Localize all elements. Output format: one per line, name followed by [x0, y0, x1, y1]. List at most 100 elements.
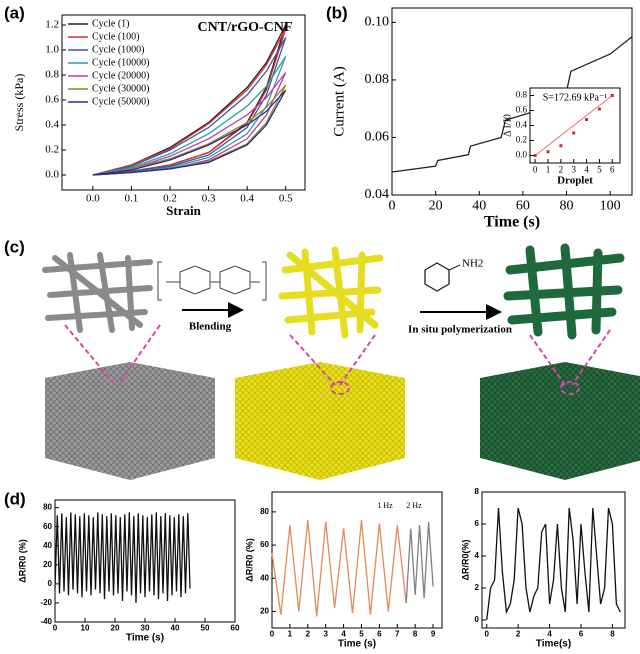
point — [546, 150, 550, 154]
y-tick-label: 0.0 — [45, 169, 59, 181]
y-axis-label: Δ I/I0 — [502, 114, 513, 137]
plot-frame — [529, 87, 621, 164]
x-tick-label: 6 — [579, 630, 584, 639]
x-tick-label: 5 — [359, 630, 364, 639]
y-tick-label: 40 — [260, 573, 269, 582]
legend-label: Cycle (10000) — [92, 57, 150, 68]
x-tick-label: 20 — [111, 624, 120, 633]
x-tick-label: 50 — [201, 624, 210, 633]
y-tick-label: -20 — [40, 598, 52, 607]
point — [610, 94, 614, 97]
series-line — [92, 28, 287, 176]
y-tick-label: 0.4 — [45, 119, 59, 131]
annotation: S=172.69 kPa⁻¹ — [543, 92, 607, 103]
legend-label: Cycle (100) — [92, 31, 140, 42]
plot-frame — [481, 491, 626, 629]
reagent: NH2 — [462, 258, 483, 270]
plot-frame — [54, 499, 236, 623]
y-tick-label: 1.0 — [45, 44, 59, 56]
x-tick-label: 1 — [288, 630, 293, 639]
y-tick-label: 60 — [43, 522, 52, 531]
x-tick-label: 10 — [81, 624, 90, 633]
series-line — [405, 521, 434, 604]
y-axis-label: ΔR/R0 (%) — [244, 538, 254, 581]
y-tick-label: 80 — [43, 503, 52, 512]
y-tick-label: 0.2 — [516, 135, 527, 145]
y-tick-label: 0.6 — [516, 105, 528, 115]
x-tick-label: 0.5 — [279, 192, 293, 204]
x-tick-label: 6 — [610, 164, 615, 174]
x-tick-label: 2 — [559, 164, 564, 174]
x-tick-label: 9 — [431, 630, 436, 639]
legend-label: Cycle (1) — [92, 18, 130, 29]
x-tick-label: 3 — [323, 630, 328, 639]
series-line — [92, 55, 287, 176]
annotation: CNT/rGO-CNF — [198, 20, 293, 35]
x-axis-label: Droplet — [557, 175, 593, 187]
schematic: Blending NH2 In situ polymerization — [42, 243, 640, 480]
benzene — [424, 262, 450, 292]
series-line — [54, 512, 191, 603]
y-axis-label: ΔR/R0(%) — [460, 540, 470, 581]
y-tick-label: 0.4 — [516, 120, 528, 130]
y-tick-label: 0.04 — [365, 187, 390, 202]
point — [597, 107, 601, 111]
x-tick-label: 0.0 — [86, 192, 100, 204]
y-tick-label: 0.08 — [365, 72, 390, 87]
x-tick-label: 0.1 — [125, 192, 139, 204]
series-line — [391, 36, 633, 173]
x-tick-label: 0 — [53, 624, 58, 633]
legend-label: 2 Hz — [406, 501, 422, 510]
x-tick-label: 40 — [171, 624, 180, 633]
y-axis-label: Stress (kPa) — [12, 74, 26, 132]
y-tick-label: 6 — [475, 519, 480, 528]
y-tick-label: 0.0 — [516, 150, 528, 160]
y-tick-label: 8 — [475, 487, 480, 496]
x-tick-label: 40 — [472, 198, 486, 213]
legend-label: Cycle (30000) — [92, 83, 150, 94]
y-tick-label: 60 — [260, 540, 269, 549]
point — [585, 118, 589, 121]
bond — [448, 264, 461, 271]
y-tick-label: 0.2 — [45, 144, 59, 156]
point — [533, 154, 537, 157]
x-tick-label: 0 — [270, 630, 275, 639]
zoom-lines — [64, 324, 611, 395]
x-tick-label: 3 — [571, 164, 576, 174]
x-tick-label: 0 — [389, 198, 396, 213]
x-tick-label: 4 — [341, 630, 346, 639]
y-tick-label: 80 — [260, 507, 269, 516]
x-tick-label: 7 — [395, 630, 400, 639]
step-label: In situ polymerization — [408, 324, 512, 336]
x-tick-label: 80 — [560, 198, 574, 213]
x-tick-label: 2 — [306, 630, 311, 639]
y-axis-label: Current (A) — [331, 66, 347, 136]
y-tick-label: -40 — [40, 617, 52, 626]
x-tick-label: 4 — [584, 164, 589, 174]
panel-label: (b) — [326, 3, 348, 22]
x-tick-label: 0.4 — [240, 192, 254, 204]
cnf-network — [42, 252, 153, 333]
y-tick-label: 0.8 — [516, 90, 528, 100]
y-tick-label: 0 — [475, 615, 480, 624]
legend-label: Cycle (50000) — [92, 96, 150, 107]
y-tick-label: 0.8 — [45, 69, 59, 81]
legend-label: 1 Hz — [377, 501, 393, 510]
y-tick-label: 40 — [43, 541, 52, 550]
y-tick-label: 4 — [475, 551, 480, 560]
x-tick-label: 30 — [141, 624, 150, 633]
series-line — [92, 89, 287, 176]
x-axis-label: Time (s) — [338, 639, 376, 650]
y-tick-label: 2 — [475, 583, 480, 592]
x-tick-label: 8 — [610, 630, 615, 639]
x-tick-label: 100 — [600, 198, 621, 213]
x-tick-label: 0 — [533, 164, 538, 174]
y-tick-label: 0.6 — [45, 94, 59, 106]
y-tick-label: 20 — [43, 560, 52, 569]
yellow-block — [235, 362, 405, 480]
point — [559, 144, 563, 148]
y-tick-label: 1.2 — [45, 19, 59, 31]
panel-label: (d) — [4, 489, 26, 508]
x-tick-label: 0.3 — [202, 192, 216, 204]
